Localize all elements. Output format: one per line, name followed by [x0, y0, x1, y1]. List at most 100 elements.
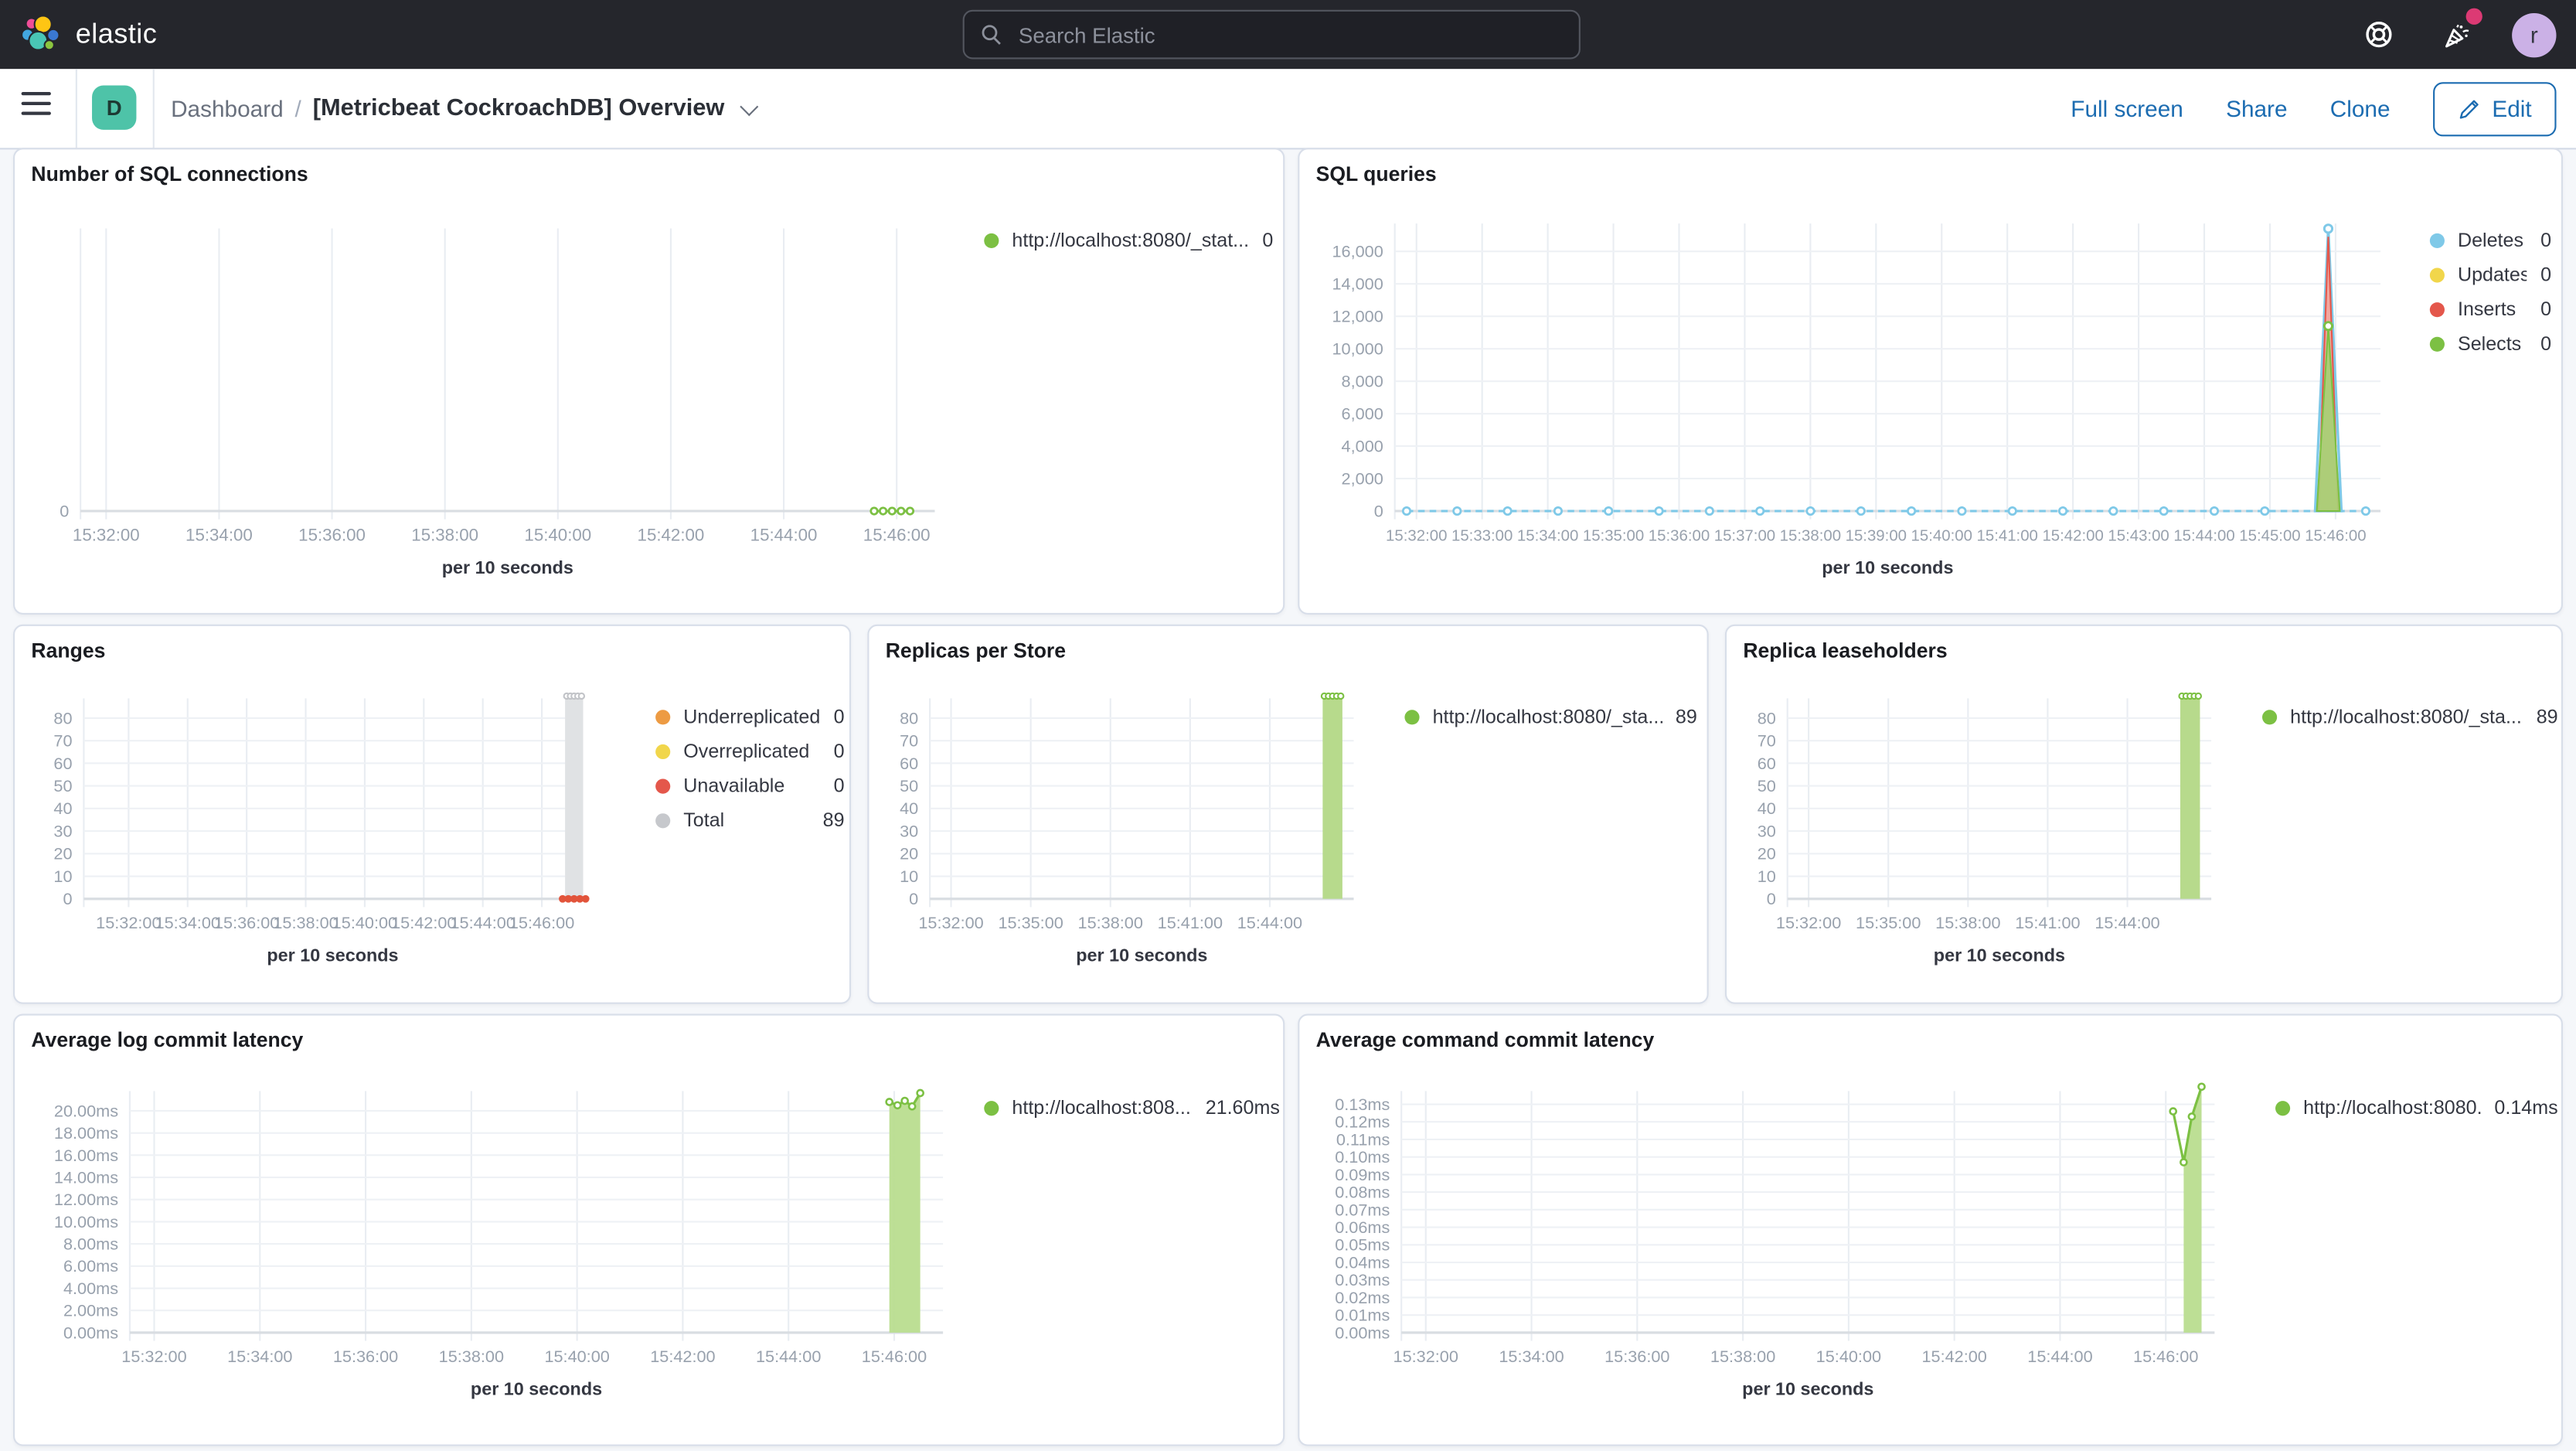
svg-text:80: 80 [53, 708, 72, 727]
svg-text:15:38:00: 15:38:00 [1780, 527, 1841, 544]
page-title: [Metricbeat CockroachDB] Overview [312, 95, 725, 122]
svg-text:15:42:00: 15:42:00 [638, 525, 705, 544]
svg-text:15:38:00: 15:38:00 [1935, 913, 2000, 932]
panel-title: Average command commit latency [1315, 1028, 1655, 1052]
svg-text:0.03ms: 0.03ms [1335, 1270, 1390, 1289]
svg-text:30: 30 [1758, 821, 1776, 840]
svg-text:15:38:00: 15:38:00 [411, 525, 478, 544]
legend-label: Underreplicated [683, 704, 821, 728]
legend-value: 0 [1262, 228, 1274, 252]
legend-item[interactable]: http://localhost:8080/_sta... 89 [1404, 705, 1697, 728]
svg-text:20: 20 [1758, 844, 1776, 863]
svg-text:0.08ms: 0.08ms [1335, 1183, 1390, 1202]
legend-item[interactable]: Total 89 [655, 809, 845, 832]
legend-label: http://localhost:8080/_stat... [1012, 228, 1250, 252]
legend-color-dot [2429, 232, 2445, 247]
svg-text:0.00ms: 0.00ms [1335, 1323, 1390, 1342]
svg-text:15:41:00: 15:41:00 [2015, 913, 2080, 932]
svg-text:80: 80 [900, 708, 918, 727]
svg-text:0.12ms: 0.12ms [1335, 1112, 1390, 1132]
search-input[interactable] [1015, 20, 1563, 49]
svg-text:per 10 seconds: per 10 seconds [471, 1379, 602, 1399]
pencil-icon [2459, 100, 2479, 119]
panel-title: Average log commit latency [31, 1028, 304, 1052]
svg-text:8.00ms: 8.00ms [63, 1235, 118, 1254]
menu-icon[interactable] [21, 92, 55, 125]
legend-item[interactable]: http://localhost:808... 21.60ms [984, 1096, 1280, 1119]
svg-text:15:34:00: 15:34:00 [1499, 1347, 1564, 1366]
chart-legend: http://localhost:8080/_stat... 0 [15, 149, 1283, 612]
svg-text:15:33:00: 15:33:00 [1451, 527, 1513, 544]
svg-text:15:37:00: 15:37:00 [1714, 527, 1775, 544]
legend-item[interactable]: Inserts 0 [2429, 298, 2551, 321]
legend-item[interactable]: http://localhost:8080/_stat... 0 [984, 228, 1273, 251]
help-icon[interactable] [2357, 13, 2400, 56]
svg-text:0.04ms: 0.04ms [1335, 1252, 1390, 1272]
svg-text:70: 70 [1758, 731, 1776, 751]
legend-item[interactable]: Updates 0 [2429, 263, 2551, 286]
svg-text:0.13ms: 0.13ms [1335, 1095, 1390, 1114]
svg-text:15:32:00: 15:32:00 [96, 913, 161, 932]
svg-text:30: 30 [900, 821, 918, 840]
svg-text:15:41:00: 15:41:00 [1158, 913, 1223, 932]
svg-text:15:40:00: 15:40:00 [1911, 527, 1972, 544]
legend-color-dot [2275, 1100, 2291, 1115]
legend-value: 89 [2536, 704, 2558, 728]
elastic-home-link[interactable]: elastic [20, 0, 158, 69]
svg-text:0: 0 [1374, 502, 1383, 521]
legend-item[interactable]: Underreplicated 0 [655, 704, 845, 728]
legend-item[interactable]: Overreplicated 0 [655, 740, 845, 762]
chart-legend: Underreplicated 0 Overreplicated 0 Unavailab… [15, 626, 849, 1003]
global-search[interactable] [962, 9, 1581, 60]
full-screen-button[interactable]: Full screen [2071, 95, 2183, 122]
legend-item[interactable]: http://localhost:8080... 0.14ms [2275, 1096, 2558, 1119]
legend-value: 0 [833, 704, 845, 728]
legend-label: Selects [2457, 332, 2522, 356]
space-switcher[interactable]: D [92, 85, 137, 130]
legend-color-dot [655, 743, 671, 758]
svg-text:15:34:00: 15:34:00 [155, 913, 220, 932]
whats-new-icon[interactable] [2435, 8, 2482, 56]
legend-item[interactable]: Selects 0 [2429, 332, 2551, 356]
title-caret-icon[interactable] [740, 97, 759, 116]
legend-label: Updates [2457, 263, 2528, 286]
legend-item[interactable]: Unavailable 0 [655, 774, 845, 797]
svg-text:14,000: 14,000 [1332, 274, 1383, 294]
user-avatar[interactable]: r [2512, 12, 2557, 57]
breadcrumb-dashboard-link[interactable]: Dashboard [171, 95, 284, 122]
svg-text:10: 10 [900, 867, 918, 886]
svg-text:15:44:00: 15:44:00 [756, 1347, 821, 1366]
replicas-per-store-chart: 15:32:00 15:35:00 15:38:00 15:41:00 15:44:00… [900, 692, 1354, 966]
svg-text:15:39:00: 15:39:00 [1846, 527, 1907, 544]
svg-text:0.06ms: 0.06ms [1335, 1218, 1390, 1237]
avg-log-commit-latency-chart: 15:32:00 15:34:00 15:36:00 15:38:00 15:40:00… [54, 1088, 944, 1399]
svg-text:0.01ms: 0.01ms [1335, 1306, 1390, 1325]
toolbar-actions: Full screen Share Clone Edit [2071, 69, 2557, 148]
svg-text:15:44:00: 15:44:00 [2027, 1347, 2092, 1366]
svg-text:0.02ms: 0.02ms [1335, 1288, 1390, 1307]
svg-text:20.00ms: 20.00ms [54, 1101, 118, 1120]
chart-legend: http://localhost:8080/_sta... 89 [869, 626, 1707, 1003]
search-icon [982, 25, 1001, 45]
share-button[interactable]: Share [2226, 95, 2288, 122]
legend-item[interactable]: Deletes 0 [2429, 228, 2551, 251]
panel-title: Replica leaseholders [1743, 639, 1948, 662]
svg-text:15:35:00: 15:35:00 [1856, 913, 1921, 932]
svg-text:70: 70 [53, 731, 72, 751]
svg-text:15:40:00: 15:40:00 [524, 525, 591, 544]
svg-text:10,000: 10,000 [1332, 339, 1383, 359]
clone-button[interactable]: Clone [2329, 95, 2391, 122]
svg-text:30: 30 [53, 821, 72, 840]
global-header: elastic [0, 0, 2576, 70]
panel-title: SQL queries [1315, 162, 1437, 186]
legend-color-dot [655, 812, 671, 828]
legend-item[interactable]: http://localhost:8080/_sta... 89 [2262, 705, 2558, 728]
svg-text:15:45:00: 15:45:00 [2239, 527, 2300, 544]
edit-button[interactable]: Edit [2432, 81, 2557, 136]
svg-text:15:42:00: 15:42:00 [2042, 527, 2103, 544]
svg-text:15:36:00: 15:36:00 [214, 913, 279, 932]
chart-legend: Deletes 0 Updates 0 Inserts 0 Selects 0 [1299, 149, 2561, 612]
svg-text:15:44:00: 15:44:00 [451, 913, 516, 932]
svg-text:0.11ms: 0.11ms [1336, 1129, 1390, 1149]
